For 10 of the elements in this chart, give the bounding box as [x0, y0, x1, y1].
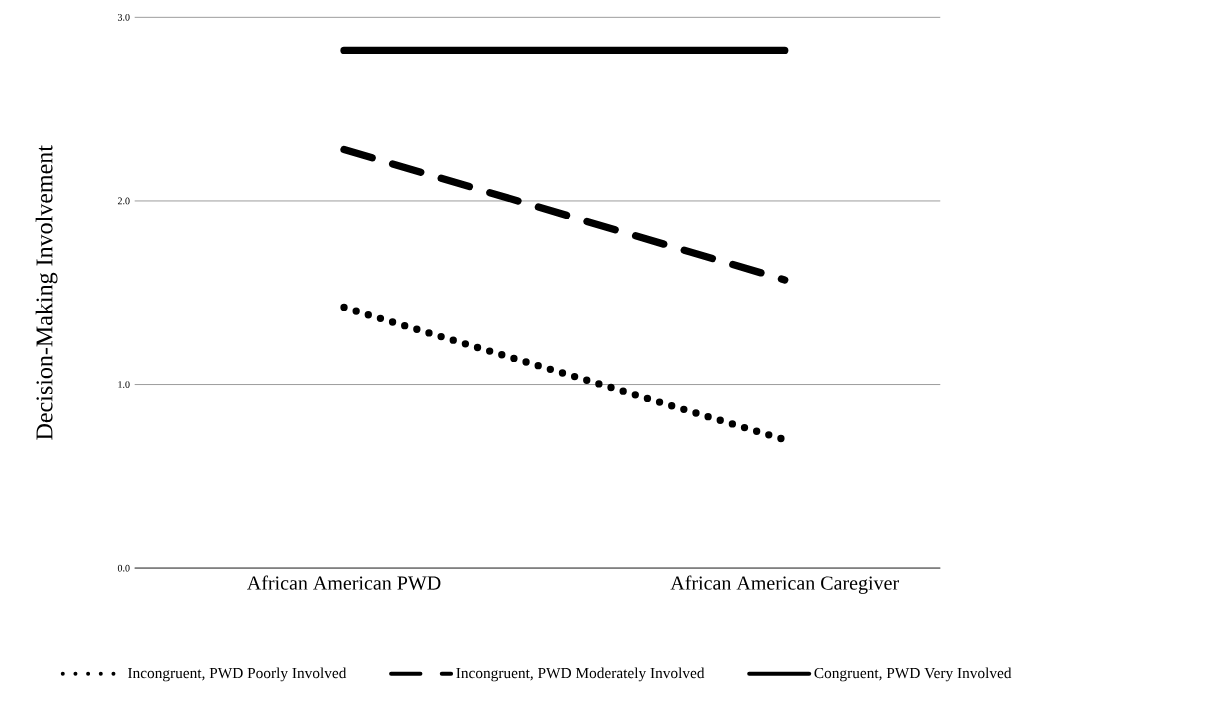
legend-label: Incongruent, PWD Moderately Involved — [456, 667, 705, 682]
legend-label: Congruent, PWD Very Involved — [814, 667, 1012, 682]
x-tick-label: African American PWD — [247, 575, 441, 590]
y-tick-label: 2.0 — [117, 197, 130, 205]
y-tick-label: 1.0 — [118, 381, 130, 389]
y-axis-title: Decision-Making Involvement — [35, 145, 58, 440]
legend-label: Incongruent, PWD Poorly Involved — [128, 667, 347, 682]
y-tick-label: 3.0 — [117, 14, 130, 21]
y-tick-label: 0.0 — [117, 564, 130, 572]
x-tick-label: African American Caregiver — [670, 575, 899, 594]
